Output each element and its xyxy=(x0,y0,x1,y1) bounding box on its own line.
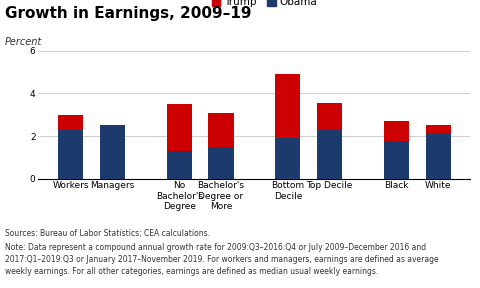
Bar xyxy=(384,141,409,179)
Bar xyxy=(58,115,83,179)
Bar xyxy=(100,125,125,179)
Bar xyxy=(58,130,83,179)
Text: Percent: Percent xyxy=(5,37,42,48)
Bar xyxy=(426,134,451,179)
Bar xyxy=(167,151,192,179)
Bar xyxy=(208,113,233,179)
Bar xyxy=(317,130,342,179)
Bar xyxy=(276,74,300,179)
Bar xyxy=(276,138,300,179)
Bar xyxy=(167,104,192,179)
Text: Growth in Earnings, 2009–19: Growth in Earnings, 2009–19 xyxy=(5,6,252,21)
Text: Sources: Bureau of Labor Statistics; CEA calculations.: Sources: Bureau of Labor Statistics; CEA… xyxy=(5,229,210,238)
Bar xyxy=(426,125,451,179)
Text: Note: Data represent a compound annual growth rate for 2009:Q3–2016:Q4 or July 2: Note: Data represent a compound annual g… xyxy=(5,243,438,276)
Bar xyxy=(384,121,409,179)
Bar xyxy=(208,147,233,179)
Bar xyxy=(317,103,342,179)
Bar xyxy=(100,125,125,179)
Legend: Trump, Obama: Trump, Obama xyxy=(208,0,322,11)
